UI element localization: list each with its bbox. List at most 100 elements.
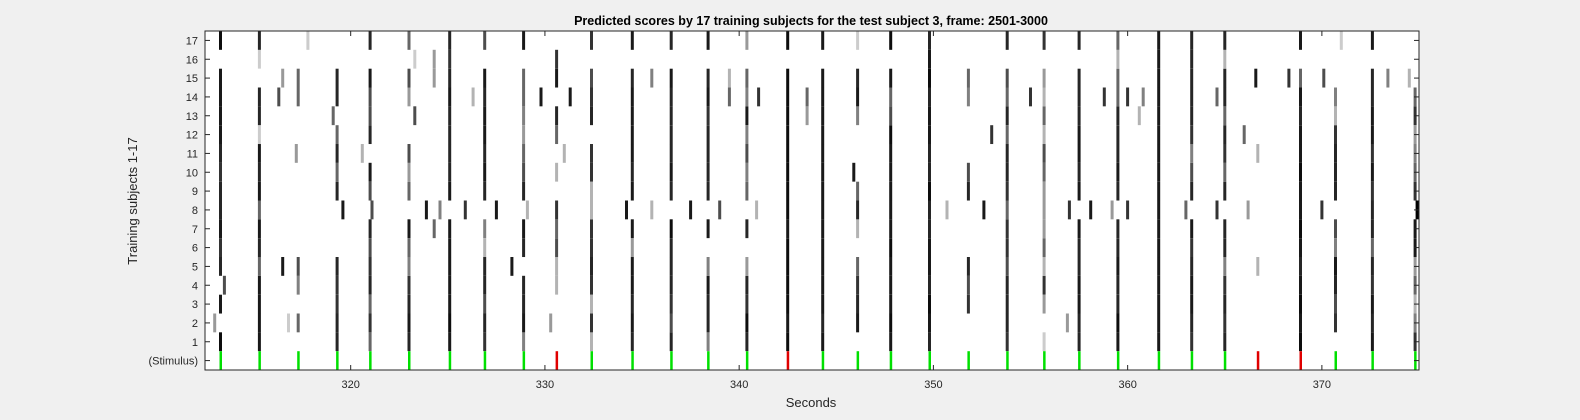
score-mark [1370, 313, 1374, 333]
stimulus-mark [1078, 351, 1081, 371]
score-mark [1116, 181, 1120, 201]
score-mark [1370, 31, 1374, 50]
y-tick-label: 16 [186, 54, 198, 66]
stimulus-mark [967, 351, 970, 371]
score-mark [590, 313, 593, 333]
score-mark [821, 219, 825, 239]
score-mark [1157, 106, 1161, 126]
score-mark [1386, 68, 1390, 88]
score-mark [669, 313, 673, 333]
score-mark [407, 87, 411, 107]
score-mark [522, 294, 526, 314]
score-mark [1157, 332, 1161, 352]
score-mark [786, 275, 790, 295]
score-mark [1077, 181, 1081, 201]
score-mark [856, 31, 860, 50]
y-tick-label: 17 [186, 35, 198, 47]
score-mark [555, 125, 559, 145]
score-mark [1157, 313, 1161, 333]
stimulus-mark [745, 351, 749, 371]
score-mark [407, 332, 411, 352]
score-mark [706, 87, 710, 107]
score-mark [1042, 68, 1046, 88]
score-mark [1299, 162, 1302, 182]
score-mark [331, 106, 335, 126]
score-mark [786, 200, 790, 220]
score-mark [821, 200, 825, 220]
score-mark [1042, 106, 1046, 126]
score-mark [727, 68, 731, 88]
score-mark [1190, 275, 1194, 295]
score-mark [257, 125, 261, 145]
score-mark [281, 257, 285, 276]
score-mark [718, 200, 722, 220]
score-mark [294, 144, 298, 163]
score-mark [335, 125, 339, 145]
score-mark [757, 87, 761, 107]
score-mark [706, 106, 710, 126]
score-mark [1287, 68, 1291, 88]
score-mark [1190, 68, 1194, 88]
score-mark [257, 49, 261, 69]
score-mark [1005, 106, 1009, 126]
score-mark [219, 219, 222, 239]
score-mark [213, 313, 217, 333]
score-mark [1190, 162, 1194, 182]
score-mark [590, 332, 593, 352]
score-mark [1334, 313, 1337, 333]
score-mark [219, 181, 222, 201]
score-mark [448, 275, 452, 295]
score-mark [448, 49, 452, 69]
score-mark [1334, 257, 1337, 276]
score-mark [1157, 219, 1161, 239]
score-mark [522, 87, 526, 107]
stimulus-mark [258, 351, 261, 371]
score-mark [219, 125, 222, 145]
score-mark [1190, 125, 1194, 145]
x-axis-label: Seconds [786, 395, 837, 410]
score-mark [856, 87, 860, 107]
score-mark [1005, 257, 1009, 276]
score-mark [1370, 144, 1374, 163]
stimulus-mark [522, 351, 526, 371]
score-mark [1116, 162, 1120, 182]
score-mark [1256, 144, 1260, 163]
score-mark [966, 87, 970, 107]
score-mark [483, 125, 487, 145]
score-mark [335, 181, 339, 201]
score-mark [1223, 87, 1227, 107]
score-mark [1042, 332, 1046, 352]
score-mark [821, 313, 825, 333]
score-mark [1299, 238, 1302, 258]
score-mark [335, 313, 339, 333]
score-mark [1254, 68, 1258, 88]
score-mark [669, 257, 673, 276]
score-mark [706, 275, 710, 295]
score-mark [745, 257, 749, 276]
score-mark [483, 144, 487, 163]
score-mark [1334, 219, 1337, 239]
score-mark [669, 162, 673, 182]
score-mark [368, 238, 372, 258]
score-mark [821, 31, 825, 50]
score-mark [568, 87, 572, 107]
score-mark [590, 275, 593, 295]
score-mark [1116, 31, 1120, 50]
score-mark [928, 332, 931, 352]
score-mark [1190, 106, 1194, 126]
score-mark [335, 87, 339, 107]
score-mark [1077, 332, 1081, 352]
score-mark [1005, 87, 1009, 107]
score-mark [1077, 219, 1081, 239]
score-mark [1334, 106, 1337, 126]
y-tick-label: 4 [192, 280, 198, 292]
score-mark [1223, 257, 1227, 276]
stimulus-mark [590, 351, 593, 371]
score-mark [1042, 181, 1046, 201]
score-mark [483, 257, 487, 276]
score-mark [257, 275, 261, 295]
score-mark [889, 181, 893, 201]
score-mark [1370, 68, 1374, 88]
score-mark [966, 275, 970, 295]
score-mark [786, 294, 790, 314]
